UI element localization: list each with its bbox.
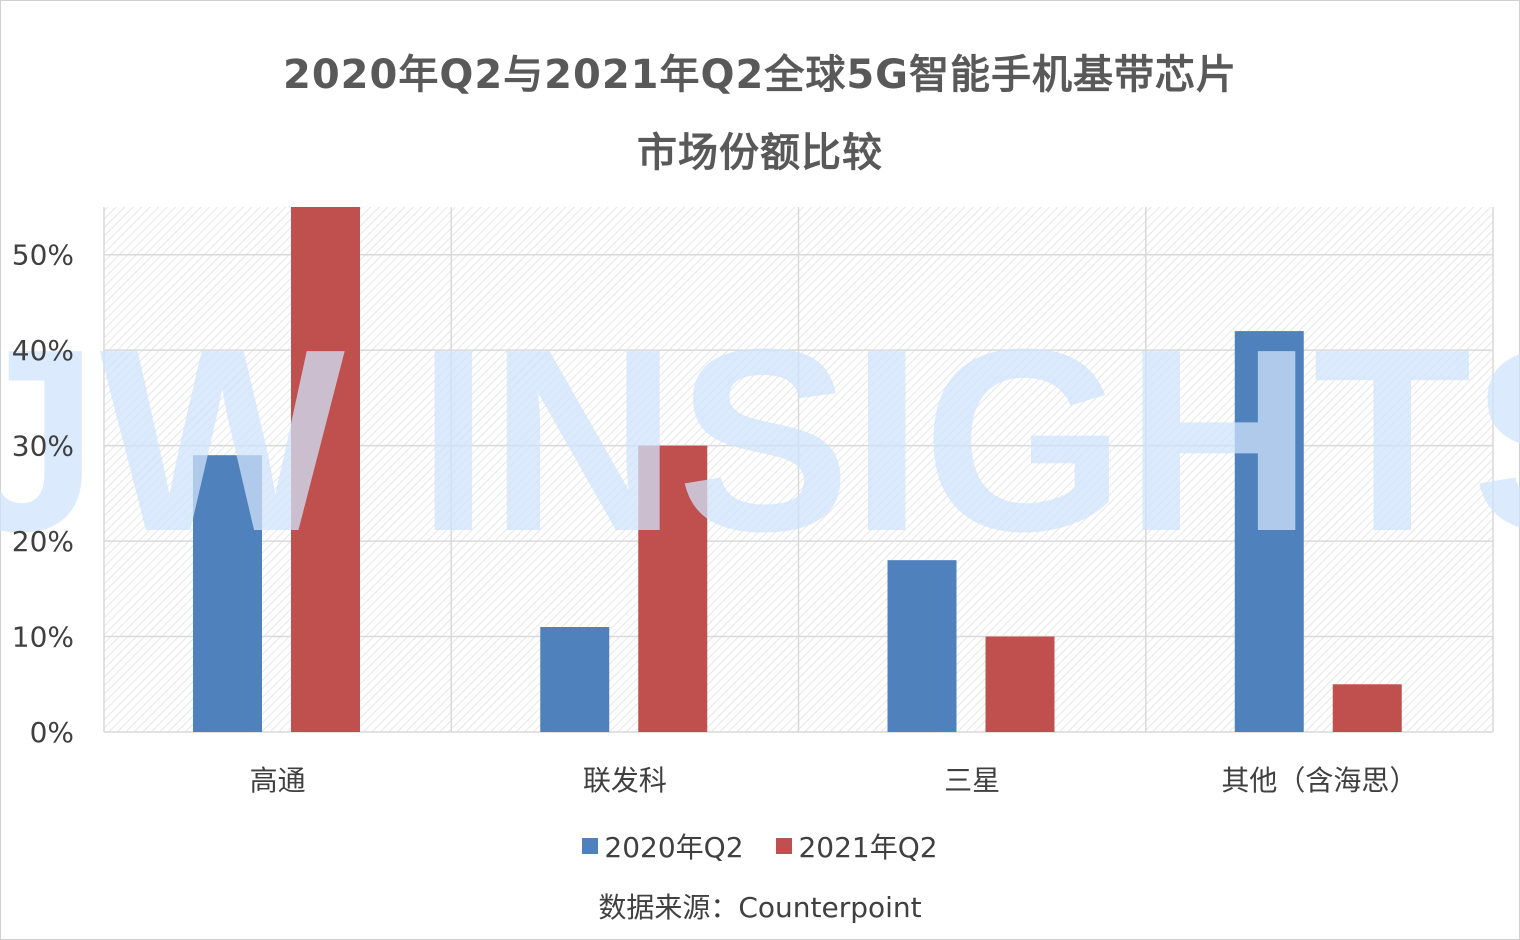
legend-label-2020: 2020年Q2 xyxy=(604,831,744,864)
legend-swatch-2020 xyxy=(582,838,599,854)
bar-2021-0 xyxy=(291,207,360,732)
bar-2020-1 xyxy=(540,627,610,732)
bar-2020-0 xyxy=(193,455,262,732)
legend-item-2020: 2020年Q2 xyxy=(582,826,744,866)
x-category-label: 三星 xyxy=(944,764,1000,797)
chart-title-line1: 2020年Q2与2021年Q2全球5G智能手机基带芯片 xyxy=(283,52,1237,98)
bar-2020-2 xyxy=(887,560,957,732)
legend-label-2021: 2021年Q2 xyxy=(798,831,938,864)
x-category-label: 其他（含海思） xyxy=(1221,764,1417,797)
y-tick-label: 30% xyxy=(12,430,74,463)
bar-2021-1 xyxy=(638,445,708,732)
bar-2021-3 xyxy=(1332,684,1402,732)
legend-item-2021: 2021年Q2 xyxy=(776,826,938,866)
y-tick-label: 0% xyxy=(30,716,74,749)
legend: 2020年Q2 2021年Q2 xyxy=(0,826,1520,866)
y-tick-label: 20% xyxy=(12,525,74,558)
bar-2021-2 xyxy=(985,636,1055,732)
bar-2020-3 xyxy=(1234,331,1304,732)
y-tick-label: 40% xyxy=(12,334,74,367)
y-tick-label: 50% xyxy=(12,239,74,272)
source-note: 数据来源：Counterpoint xyxy=(598,891,922,924)
x-category-label: 联发科 xyxy=(583,764,667,797)
x-category-label: 高通 xyxy=(250,764,306,797)
chart-title-line2: 市场份额比较 xyxy=(637,130,883,176)
legend-swatch-2021 xyxy=(776,838,793,854)
y-tick-label: 10% xyxy=(12,621,74,654)
watermark-text: JW INSIGHTS xyxy=(0,296,1520,586)
